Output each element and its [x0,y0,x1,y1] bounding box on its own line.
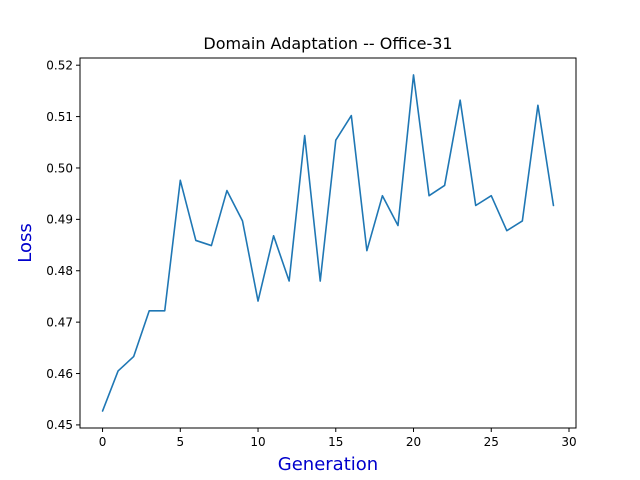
series-line [101,74,555,412]
plot-area [101,74,555,412]
x-tick-label: 10 [250,435,265,449]
y-axis-label: Loss [15,223,36,262]
y-tick-label: 0.52 [46,58,73,72]
y-tick-label: 0.45 [46,418,73,432]
x-axis: 0 5 10 15 20 25 30 [99,428,577,449]
y-tick-label: 0.49 [46,213,73,227]
x-tick-label: 30 [561,435,576,449]
x-tick-label: 25 [484,435,499,449]
y-tick-label: 0.47 [46,315,73,329]
y-tick-label: 0.51 [46,110,73,124]
axes-frame [79,57,577,429]
x-tick-label: 0 [99,435,107,449]
y-tick-label: 0.50 [46,161,73,175]
y-tick-label: 0.46 [46,367,73,381]
chart-title: Domain Adaptation -- Office-31 [203,34,452,53]
x-tick-label: 5 [176,435,184,449]
x-tick-label: 15 [328,435,343,449]
y-axis: 0.45 0.46 0.47 0.48 0.49 0.50 0.51 0.52 [46,58,80,432]
x-tick-label: 20 [406,435,421,449]
x-axis-label: Generation [278,454,378,475]
y-tick-label: 0.48 [46,264,73,278]
